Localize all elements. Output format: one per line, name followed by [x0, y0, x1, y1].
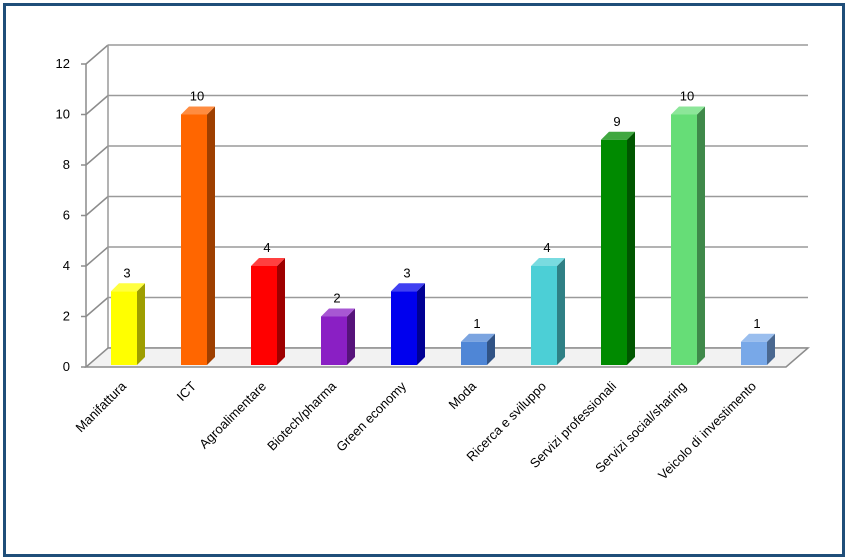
bar-side: [767, 333, 775, 365]
bar-side: [487, 333, 495, 365]
bar-top: [461, 333, 495, 342]
data-label: 4: [543, 240, 550, 255]
gridline-side: [85, 145, 109, 166]
y-tick-label: 8: [63, 157, 70, 172]
category-label: Manifattura: [73, 378, 130, 435]
bar-top: [601, 131, 635, 140]
bar-top: [251, 258, 285, 266]
bar: [181, 114, 207, 365]
y-tick-label: 12: [56, 56, 70, 71]
bar-top: [181, 106, 215, 115]
data-label: 10: [680, 89, 694, 104]
bar-top: [531, 258, 565, 266]
bar: [321, 316, 347, 365]
category-label: Green economy: [333, 378, 409, 454]
data-label: 9: [613, 114, 620, 129]
category-label: Biotech/pharma: [264, 378, 340, 454]
bar-side: [207, 106, 215, 365]
data-label: 4: [263, 240, 270, 255]
data-label: 1: [473, 316, 480, 331]
bar-top: [111, 283, 145, 292]
data-label: 1: [753, 316, 760, 331]
bar-top: [671, 106, 705, 115]
y-tick-label: 0: [63, 359, 70, 374]
y-tick-label: 6: [63, 208, 70, 223]
gridline-side: [85, 195, 109, 217]
bar: [601, 139, 627, 365]
bar-side: [557, 258, 565, 365]
chart-frame: 0 2 4 6 8 10 12 3 Manifattura 10 ICT 4 Agroalimentar…: [3, 3, 845, 557]
data-label: 2: [333, 291, 340, 306]
bar-side: [137, 283, 145, 365]
y-tick-label: 4: [63, 258, 70, 273]
category-label: Moda: [446, 378, 480, 412]
bar: [251, 266, 277, 365]
data-label: 3: [403, 265, 410, 280]
gridline-side: [85, 94, 109, 116]
bar-side: [417, 283, 425, 365]
bar-chart: 0246810123Manifattura10ICT4Agroalimentar…: [56, 44, 811, 483]
bar: [671, 114, 697, 365]
y-tick-label: 10: [56, 107, 70, 122]
bar-side: [277, 258, 285, 365]
gridline-side: [85, 296, 109, 318]
gridline-side: [85, 246, 109, 267]
gridline-side: [85, 44, 109, 65]
bar-side: [627, 131, 635, 365]
bar: [461, 341, 487, 365]
bar-top: [741, 333, 775, 342]
bar: [531, 266, 557, 365]
category-label: Agroalimentare: [196, 379, 269, 452]
bar-side: [697, 106, 705, 365]
bar-side: [347, 308, 355, 365]
data-label: 10: [190, 89, 204, 104]
bar-top: [321, 308, 355, 317]
y-tick-label: 2: [63, 309, 70, 324]
bar: [741, 341, 767, 365]
bar-top: [391, 283, 425, 292]
data-label: 3: [123, 265, 130, 280]
bar: [111, 291, 137, 365]
category-label: ICT: [174, 378, 199, 403]
bar: [391, 291, 417, 365]
